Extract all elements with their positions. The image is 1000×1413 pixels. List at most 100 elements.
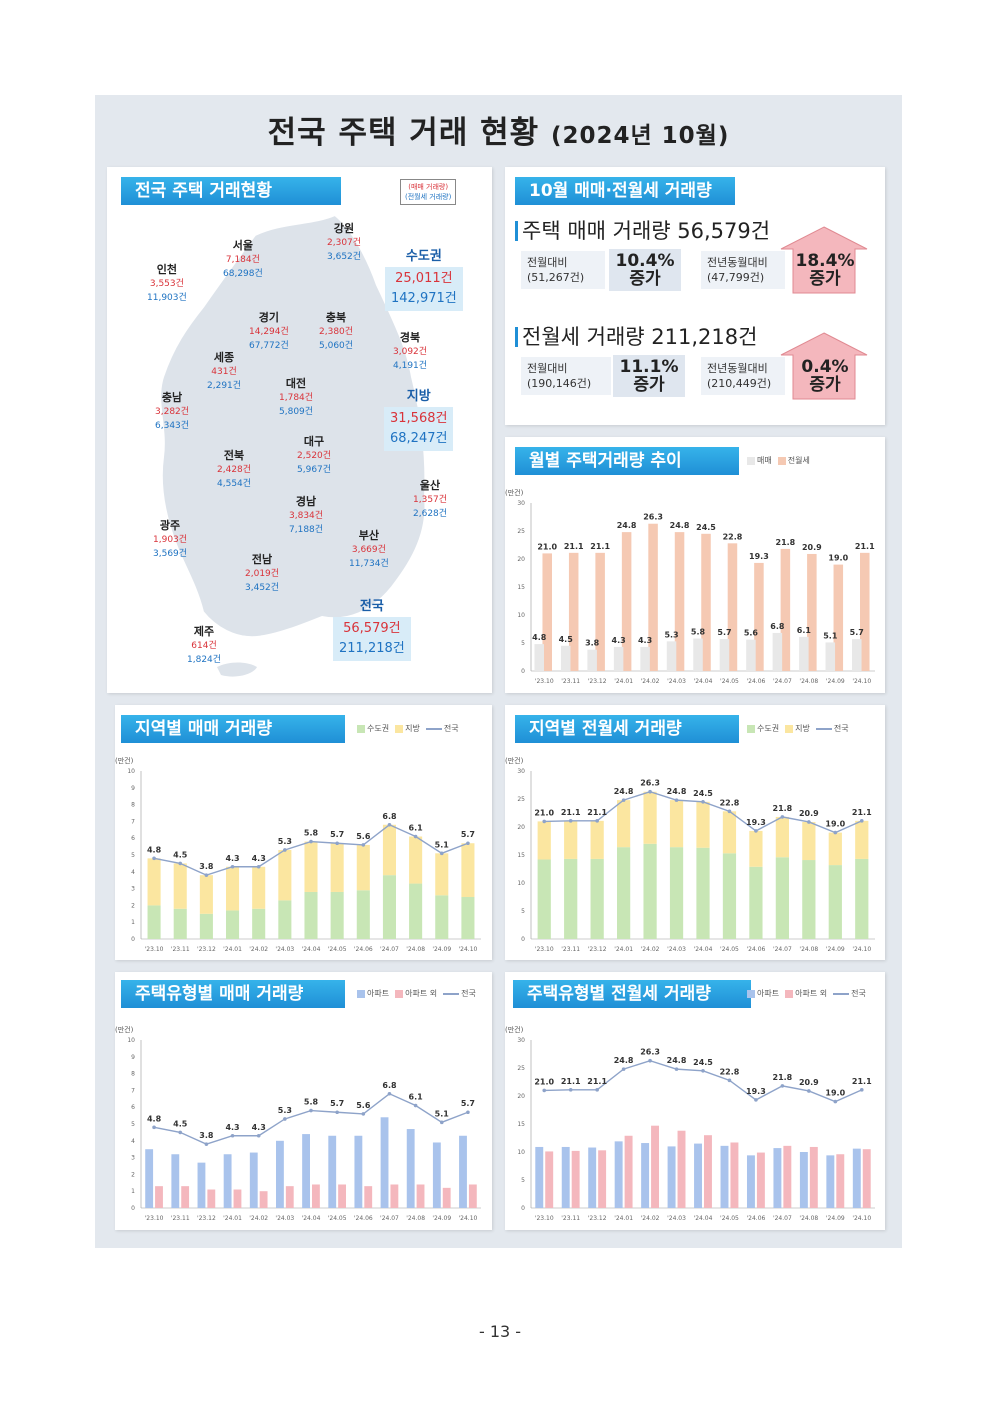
- region-rent: 4,191건: [393, 361, 428, 371]
- region-rent: 5,060건: [319, 341, 354, 351]
- x-tick-label: '23.10: [145, 946, 164, 953]
- rent-mom-change: 11.1% 증가: [613, 355, 685, 397]
- chart-legend: 아파트 아파트 외 전국: [351, 988, 476, 999]
- x-tick-label: '24.05: [720, 946, 739, 953]
- data-label: 6.8: [382, 812, 397, 821]
- bar-local: [775, 816, 789, 858]
- y-tick-label: 9: [131, 785, 135, 792]
- point-total: [727, 1078, 732, 1083]
- bar-local: [409, 836, 423, 884]
- bar-apt: [694, 1143, 702, 1208]
- data-label: 5.7: [330, 830, 344, 839]
- region-sale: 3,092건: [393, 347, 428, 357]
- legend-swatch: [395, 724, 404, 733]
- data-label: 26.3: [643, 513, 663, 522]
- data-label: 6.1: [797, 626, 812, 635]
- y-tick-label: 7: [131, 1087, 135, 1094]
- point-total: [859, 1088, 864, 1092]
- capital-name: 수도권: [405, 249, 442, 264]
- data-label: 3.8: [585, 639, 600, 648]
- data-label: 5.8: [691, 628, 706, 637]
- bar-capital: [696, 847, 710, 939]
- bar-rent: [568, 552, 579, 671]
- sale-headline: 주택 매매 거래량 56,579건: [515, 215, 770, 245]
- data-label: 5.7: [461, 1099, 475, 1108]
- region-rent: 3,569건: [153, 549, 188, 559]
- y-tick-label: 1: [131, 919, 135, 926]
- bar-rent: [621, 532, 632, 671]
- x-tick-label: '24.04: [302, 946, 321, 953]
- y-tick-label: 30: [517, 1037, 525, 1044]
- bar-apt: [667, 1146, 676, 1208]
- bar-capital: [382, 875, 396, 939]
- bar-nonapt: [836, 1154, 845, 1208]
- region-name: 대구: [303, 435, 325, 448]
- capital-area-total: 수도권 25,011건 142,971건: [385, 247, 463, 311]
- region-sale: 1,357건: [413, 495, 448, 505]
- data-label: 5.6: [744, 629, 759, 638]
- region-sale: 14,294건: [249, 327, 289, 337]
- region-rent: 2,291건: [207, 381, 242, 391]
- legend-label: 아파트 외: [405, 989, 438, 998]
- chart-title: 지역별 매매 거래량: [121, 715, 345, 743]
- region-chungnam: 충남 3,282건 6,343건: [155, 391, 189, 433]
- legend-label: 전국: [443, 724, 459, 733]
- point-total: [335, 1110, 339, 1115]
- october-panel-title: 10월 매매·전월세 거래량: [515, 177, 735, 205]
- x-tick-label: '24.09: [826, 678, 845, 685]
- point-total: [542, 1088, 547, 1093]
- bar-apt: [799, 1152, 808, 1208]
- data-label: 4.3: [612, 636, 626, 645]
- data-label: 19.0: [825, 1089, 845, 1098]
- region-name: 울산: [419, 479, 441, 492]
- x-tick-label: '24.01: [614, 678, 633, 685]
- bar-sale: [719, 639, 730, 671]
- legend-line: [815, 727, 832, 730]
- x-tick-label: '23.10: [535, 1215, 554, 1222]
- x-tick-label: '24.03: [667, 1215, 686, 1222]
- y-tick-label: 10: [127, 1037, 135, 1044]
- x-tick-label: '23.12: [588, 1215, 607, 1222]
- nation-total: 전국 56,579건 211,218건: [333, 597, 411, 661]
- nation-values: 56,579건 211,218건: [333, 617, 411, 661]
- bar-apt: [197, 1162, 206, 1208]
- bar-apt: [535, 1146, 544, 1208]
- x-tick-label: '23.11: [561, 946, 580, 953]
- bar-sale: [825, 642, 836, 671]
- legend-swatch: [395, 989, 404, 998]
- x-tick-label: '24.06: [747, 1215, 766, 1222]
- region-name: 강원: [333, 222, 355, 235]
- point-total: [833, 830, 838, 835]
- point-total: [754, 1098, 758, 1102]
- data-label: 24.8: [614, 1056, 634, 1065]
- bar-apt: [720, 1145, 729, 1208]
- x-tick-label: '24.07: [380, 946, 399, 953]
- y-tick-label: 7: [131, 818, 135, 825]
- point-total: [807, 820, 811, 824]
- data-label: 5.3: [278, 1106, 292, 1115]
- bar-sale: [666, 641, 677, 671]
- bar-apt: [276, 1140, 284, 1208]
- regional-rent-chart-svg: (만건) 0 5 10 15 20 25 30 '23.10 '23.11 '23.12 '24.01…: [505, 756, 875, 953]
- bar-capital: [537, 859, 551, 939]
- up-arrow-icon: [780, 226, 868, 294]
- bar-nonapt: [285, 1186, 294, 1208]
- data-label: 21.1: [590, 542, 610, 551]
- bar-nonapt: [571, 1150, 580, 1208]
- legend-label: 수도권: [757, 724, 780, 733]
- bar-sale: [799, 636, 809, 671]
- data-label: 19.0: [828, 554, 848, 563]
- region-jeju: 제주 614건 1,824건: [187, 625, 221, 667]
- y-tick-label: 25: [517, 796, 525, 803]
- bar-rent: [648, 523, 658, 671]
- rent-yoy-label: 전년동월대비 (210,449건): [701, 357, 785, 395]
- data-label: 21.1: [587, 1077, 607, 1086]
- region-name: 제주: [193, 625, 215, 638]
- data-label: 24.8: [670, 521, 690, 530]
- x-tick-label: '24.02: [249, 946, 268, 953]
- bar-sale: [772, 632, 783, 671]
- data-label: 3.8: [199, 1131, 214, 1140]
- x-tick-label: '24.09: [826, 946, 845, 953]
- data-label: 24.5: [693, 789, 713, 798]
- bar-sale: [613, 646, 624, 671]
